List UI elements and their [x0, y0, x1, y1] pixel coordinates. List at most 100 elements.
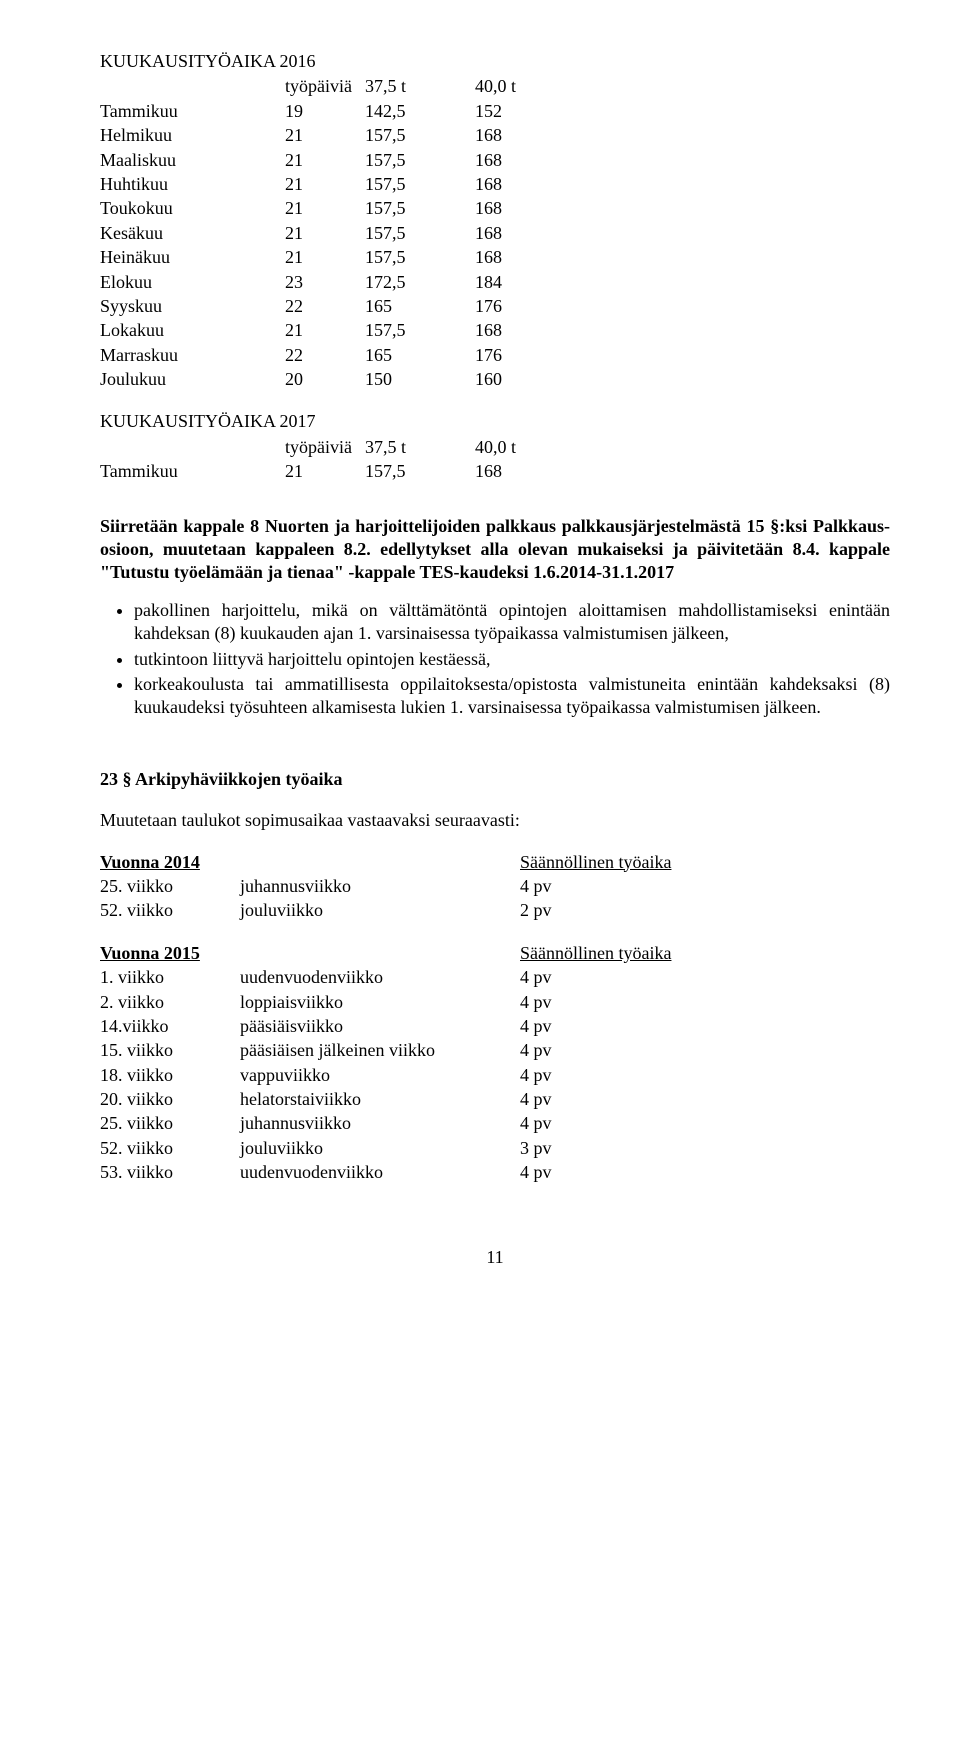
week-name: jouluviikko [240, 899, 520, 923]
days-value: 4 pv [520, 1161, 740, 1185]
hours-375: 150 [365, 368, 475, 392]
month-label: Huhtikuu [100, 173, 285, 197]
hours-400: 168 [475, 222, 555, 246]
header-label: työpäiviä [285, 75, 365, 99]
week-label: 2. viikko [100, 991, 240, 1015]
week-label: 15. viikko [100, 1039, 240, 1063]
days: 22 [285, 295, 365, 319]
month-label: Heinäkuu [100, 246, 285, 270]
table-row: Maaliskuu21157,5168 [100, 149, 555, 173]
hours-400: 168 [475, 246, 555, 270]
month-label: Maaliskuu [100, 149, 285, 173]
section-23-heading: 23 § Arkipyhäviikkojen työaika [100, 768, 890, 791]
table-2017-title: KUUKAUSITYÖAIKA 2017 [100, 410, 890, 433]
hours-400: 168 [475, 460, 555, 484]
hours-375: 157,5 [365, 149, 475, 173]
week-label: 25. viikko [100, 1112, 240, 1136]
hours-400: 152 [475, 100, 555, 124]
year-2014: Vuonna 2014 [100, 852, 200, 872]
week-label: 14.viikko [100, 1015, 240, 1039]
hours-400: 160 [475, 368, 555, 392]
month-label: Marraskuu [100, 344, 285, 368]
table-row: 52. viikkojouluviikko2 pv [100, 899, 740, 923]
month-label: Toukokuu [100, 197, 285, 221]
table-row: Syyskuu22165176 [100, 295, 555, 319]
week-name: helatorstaiviikko [240, 1088, 520, 1112]
hours-375: 157,5 [365, 124, 475, 148]
hours-375: 172,5 [365, 271, 475, 295]
week-name: uudenvuodenviikko [240, 966, 520, 990]
days-value: 4 pv [520, 966, 740, 990]
table-2016-title: KUUKAUSITYÖAIKA 2016 [100, 50, 890, 73]
days-value: 2 pv [520, 899, 740, 923]
month-label: Syyskuu [100, 295, 285, 319]
table-row: Kesäkuu21157,5168 [100, 222, 555, 246]
week-label: 52. viikko [100, 899, 240, 923]
week-label: 52. viikko [100, 1137, 240, 1161]
days: 21 [285, 197, 365, 221]
hours-375: 142,5 [365, 100, 475, 124]
month-label: Helmikuu [100, 124, 285, 148]
table-row: 1. viikkouudenvuodenviikko4 pv [100, 966, 740, 990]
schedule-2014: Vuonna 2014 Säännöllinen työaika 25. vii… [100, 851, 740, 924]
list-item: tutkintoon liittyvä harjoittelu opintoje… [134, 648, 890, 671]
days-value: 4 pv [520, 1064, 740, 1088]
days-value: 4 pv [520, 1112, 740, 1136]
table-row: Tammikuu21157,5168 [100, 460, 555, 484]
week-name: juhannusviikko [240, 875, 520, 899]
hours-375: 157,5 [365, 222, 475, 246]
days-value: 4 pv [520, 1088, 740, 1112]
table-header-row: työpäiviä 37,5 t 40,0 t [100, 75, 555, 99]
table-row: Heinäkuu21157,5168 [100, 246, 555, 270]
table-row: 25. viikkojuhannusviikko4 pv [100, 875, 740, 899]
week-label: 20. viikko [100, 1088, 240, 1112]
days-value: 3 pv [520, 1137, 740, 1161]
table-row: 52. viikkojouluviikko3 pv [100, 1137, 740, 1161]
hours-400: 176 [475, 295, 555, 319]
schedule-2015: Vuonna 2015 Säännöllinen työaika 1. viik… [100, 942, 740, 1186]
days: 22 [285, 344, 365, 368]
section-23-intro: Muutetaan taulukot sopimusaikaa vastaava… [100, 809, 890, 832]
hours-400: 168 [475, 149, 555, 173]
table-row: Tammikuu19142,5152 [100, 100, 555, 124]
colhead-2015: Säännöllinen työaika [520, 943, 671, 963]
hours-375: 157,5 [365, 319, 475, 343]
days-value: 4 pv [520, 1039, 740, 1063]
table-row: 2. viikkoloppiaisviikko4 pv [100, 991, 740, 1015]
week-label: 53. viikko [100, 1161, 240, 1185]
hours-400: 168 [475, 197, 555, 221]
table-row: 25. viikkojuhannusviikko4 pv [100, 1112, 740, 1136]
week-name: pääsiäisviikko [240, 1015, 520, 1039]
hours-400: 168 [475, 124, 555, 148]
header-label: työpäiviä [285, 436, 365, 460]
days-value: 4 pv [520, 991, 740, 1015]
table-row: Lokakuu21157,5168 [100, 319, 555, 343]
table-2016: työpäiviä 37,5 t 40,0 t Tammikuu19142,51… [100, 75, 555, 392]
week-name: uudenvuodenviikko [240, 1161, 520, 1185]
days: 21 [285, 124, 365, 148]
list-item: korkeakoulusta tai ammatillisesta oppila… [134, 673, 890, 720]
table-row: 18. viikkovappuviikko4 pv [100, 1064, 740, 1088]
month-label: Joulukuu [100, 368, 285, 392]
hours-375: 165 [365, 344, 475, 368]
table-header-row: työpäiviä 37,5 t 40,0 t [100, 436, 555, 460]
colhead-2014: Säännöllinen työaika [520, 852, 671, 872]
days: 21 [285, 173, 365, 197]
hours-400: 168 [475, 319, 555, 343]
page-number: 11 [100, 1246, 890, 1269]
days-value: 4 pv [520, 875, 740, 899]
month-label: Kesäkuu [100, 222, 285, 246]
hours-400: 184 [475, 271, 555, 295]
year-2015: Vuonna 2015 [100, 943, 200, 963]
days: 21 [285, 460, 365, 484]
days: 21 [285, 319, 365, 343]
days: 21 [285, 222, 365, 246]
hours-375: 157,5 [365, 173, 475, 197]
bullet-list: pakollinen harjoittelu, mikä on välttämä… [100, 599, 890, 720]
days: 23 [285, 271, 365, 295]
header-col-b: 40,0 t [475, 75, 555, 99]
month-label: Tammikuu [100, 460, 285, 484]
table-row: 15. viikkopääsiäisen jälkeinen viikko4 p… [100, 1039, 740, 1063]
days-value: 4 pv [520, 1015, 740, 1039]
hours-375: 157,5 [365, 460, 475, 484]
